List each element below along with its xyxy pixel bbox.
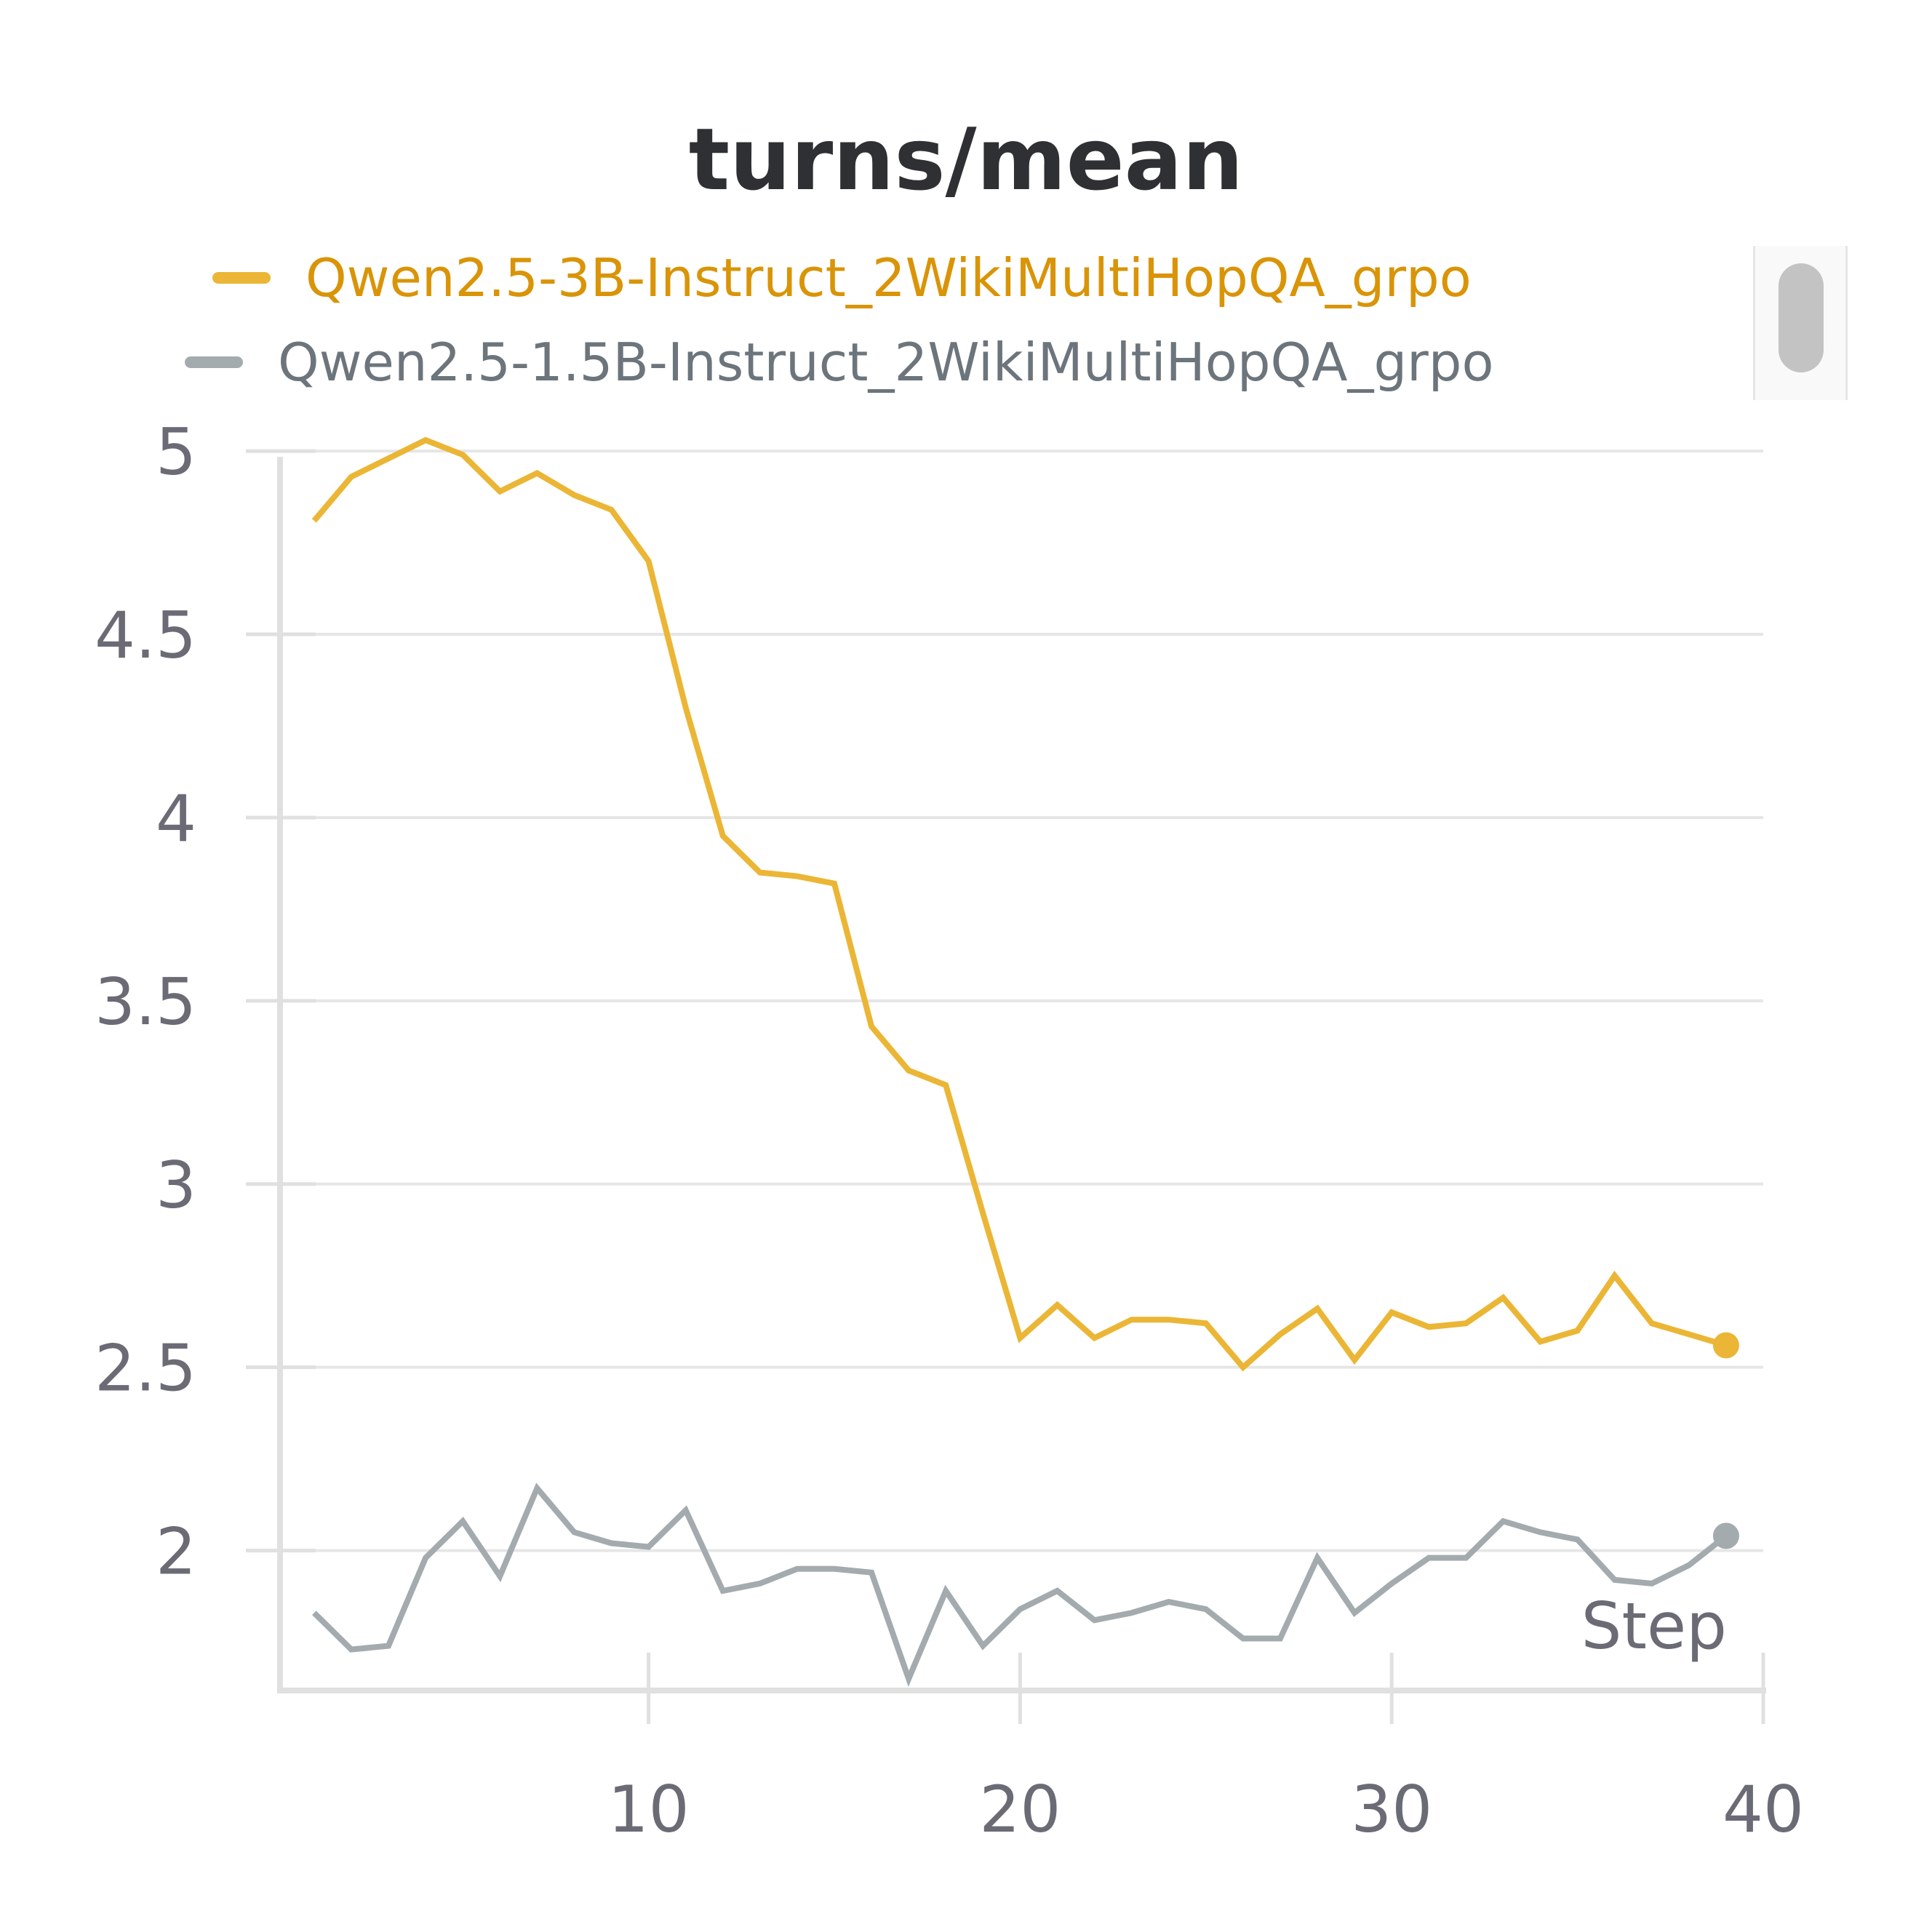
legend-item-series-2[interactable]: Qwen2.5-1.5B-Instruct_2WikiMultiHopQA_gr… — [185, 332, 1494, 393]
y-tick-label: 4 — [156, 781, 196, 856]
legend-swatch-series-1 — [212, 272, 271, 284]
y-tick-label: 2.5 — [95, 1331, 196, 1406]
tick-labels: 2 2.5 3 3.5 4 4.5 5 10 20 30 40 — [95, 415, 1804, 1847]
y-tick-label: 4.5 — [95, 598, 196, 673]
x-tick-label: 10 — [608, 1772, 690, 1847]
legend-label-series-2: Qwen2.5-1.5B-Instruct_2WikiMultiHopQA_gr… — [278, 332, 1494, 393]
series-endpoint-2 — [1712, 1522, 1739, 1549]
legend-label-series-1: Qwen2.5-3B-Instruct_2WikiMultiHopQA_grpo — [306, 247, 1472, 308]
x-tick-label: 30 — [1351, 1772, 1432, 1847]
y-tick-label: 5 — [156, 415, 196, 490]
y-tick-label: 3 — [156, 1148, 196, 1223]
chart-title: turns/mean — [688, 109, 1244, 209]
legend-item-series-1[interactable]: Qwen2.5-3B-Instruct_2WikiMultiHopQA_grpo — [212, 247, 1472, 308]
series-line-1 — [311, 436, 1728, 1372]
x-tick-label: 40 — [1723, 1772, 1804, 1847]
series-line-2 — [312, 1482, 1728, 1688]
series-endpoint-1 — [1712, 1332, 1739, 1359]
x-tick-label: 20 — [979, 1772, 1061, 1847]
y-tick-label: 2 — [156, 1514, 196, 1589]
x-axis-label: Step — [1581, 1589, 1727, 1664]
series-lines — [311, 436, 1739, 1688]
axes — [246, 449, 1766, 1724]
gridlines — [284, 450, 1763, 1552]
y-tick-label: 3.5 — [95, 965, 196, 1039]
legend-scrollbar-thumb[interactable] — [1779, 263, 1824, 372]
legend-swatch-series-2 — [185, 356, 243, 368]
legend-scrollbar[interactable] — [1753, 246, 1848, 400]
